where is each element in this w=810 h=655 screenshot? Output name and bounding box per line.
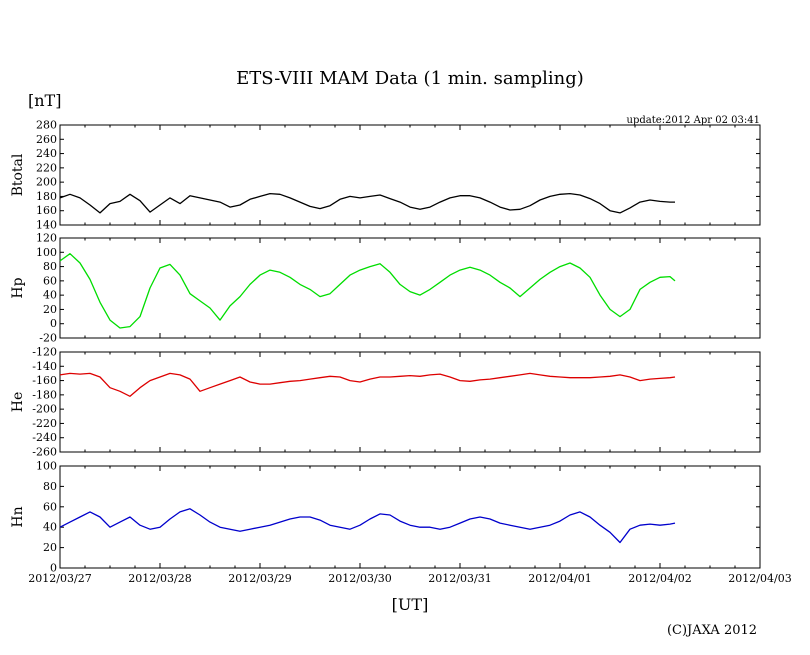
y-tick-label: -160 (32, 374, 57, 387)
panel-frame (59, 351, 761, 453)
panel-frame (59, 237, 761, 339)
y-tick-label: -220 (32, 417, 57, 430)
x-tick-label: 2012/04/03 (728, 572, 791, 585)
panel-he: -260 -240-220-200 -180-160-140-120 He (10, 346, 761, 459)
y-tick-label: 80 (43, 260, 57, 273)
y-tick-label: 0 (50, 317, 57, 330)
y-tick-label: 260 (36, 133, 57, 146)
chart-panels: 140160180200220240260280Btotal-200204060… (10, 119, 792, 586)
y-tick-label: -240 (32, 431, 57, 444)
y-tick-label: 160 (36, 204, 57, 217)
y-tick-label: 60 (43, 274, 57, 287)
y-tick-label: -200 (32, 403, 57, 416)
y-tick-label: 20 (43, 303, 57, 316)
x-tick-label: 2012/03/29 (228, 572, 291, 585)
copyright-text: (C)JAXA 2012 (667, 623, 757, 638)
y-tick-label: 40 (43, 521, 57, 534)
y-axis-label-btotal: Btotal (10, 153, 26, 196)
x-axis-label: [UT] (392, 595, 429, 614)
y-axis-label-he: He (10, 392, 26, 413)
y-tick-label: 220 (36, 161, 57, 174)
y-tick-label: 40 (43, 289, 57, 302)
panel-frame (59, 465, 761, 569)
x-tick-label: 2012/04/01 (528, 572, 591, 585)
y-tick-label: 80 (43, 480, 57, 493)
y-tick-label: 100 (36, 246, 57, 259)
x-tick-label: 2012/03/30 (328, 572, 391, 585)
unit-label: [nT] (28, 91, 61, 110)
y-tick-label: -180 (32, 388, 57, 401)
y-tick-label: 120 (36, 232, 57, 245)
x-tick-label: 2012/03/28 (128, 572, 191, 585)
y-tick-label: 240 (36, 147, 57, 160)
y-tick-label: 180 (36, 190, 57, 203)
y-tick-label: 280 (36, 119, 57, 132)
update-timestamp: update:2012 Apr 02 03:41 (627, 115, 760, 126)
panel-frame (59, 124, 761, 226)
y-tick-label: -120 (32, 346, 57, 359)
panel-hn: 0 20 40 60 80 100 Hn (10, 460, 761, 575)
y-tick-label: 20 (43, 541, 57, 554)
series-line-btotal (59, 192, 675, 214)
y-tick-label: -260 (32, 446, 57, 459)
x-tick-label: 2012/03/31 (428, 572, 491, 585)
y-tick-label: 0 (50, 562, 57, 575)
series-line-he (59, 372, 676, 397)
y-tick-label: 200 (36, 176, 57, 189)
y-tick-label: -140 (32, 360, 57, 373)
x-tick-label: 2012/04/02 (628, 572, 691, 585)
series-line-hn (59, 508, 676, 544)
x-tick-label: 2012/03/27 (28, 572, 91, 585)
chart-title: ETS-VIII MAM Data (1 min. sampling) (236, 68, 584, 89)
y-tick-label: 140 (36, 219, 57, 232)
y-tick-label: 100 (36, 460, 57, 473)
series-line-hp (59, 253, 676, 329)
y-tick-label: -20 (39, 332, 57, 345)
y-axis-label-hp: Hp (10, 277, 26, 298)
y-tick-label: 60 (43, 500, 57, 513)
y-axis-label-hn: Hn (10, 506, 26, 527)
